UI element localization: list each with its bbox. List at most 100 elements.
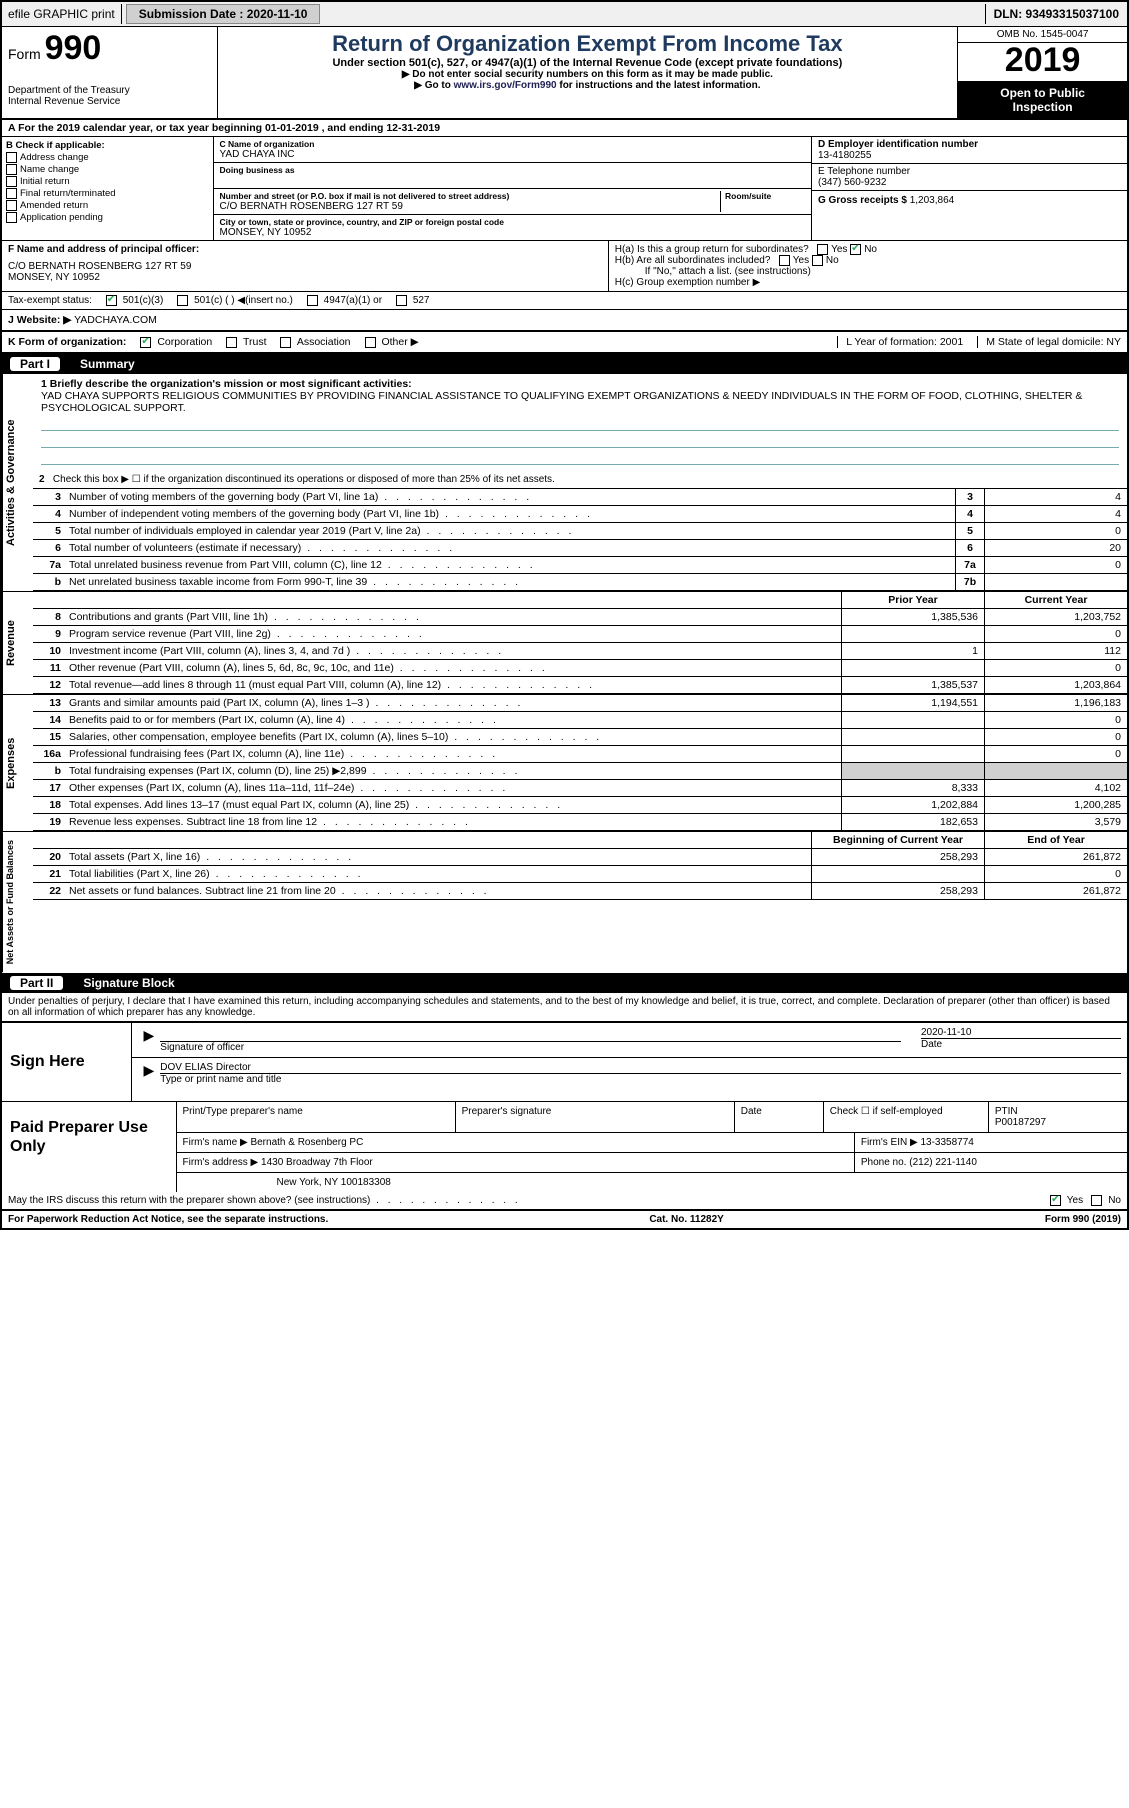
firm-ein-label: Firm's EIN ▶ — [861, 1137, 918, 1148]
part-1-num: Part I — [10, 357, 60, 371]
e-label: E Telephone number — [818, 166, 1121, 177]
form-number: 990 — [45, 29, 102, 67]
org-name: YAD CHAYA INC — [220, 149, 806, 160]
footer-right: Form 990 (2019) — [1045, 1214, 1121, 1225]
sign-block: Sign Here ▶ Signature of officer 2020-11… — [2, 1021, 1127, 1101]
exempt-status: Tax-exempt status: 501(c)(3) 501(c) ( ) … — [2, 292, 1127, 310]
line-4: 4Number of independent voting members of… — [33, 506, 1127, 523]
row-a: A For the 2019 calendar year, or tax yea… — [2, 120, 1127, 137]
form-title: Return of Organization Exempt From Incom… — [224, 31, 952, 57]
box-b-header: B Check if applicable: — [6, 140, 209, 151]
preparer-block: Paid Preparer Use Only Print/Type prepar… — [2, 1101, 1127, 1192]
prep-print-label: Print/Type preparer's name — [177, 1102, 456, 1132]
line-3: 3Number of voting members of the governi… — [33, 489, 1127, 506]
date-label: Date — [921, 1039, 1121, 1050]
line-16a: 16aProfessional fundraising fees (Part I… — [33, 746, 1127, 763]
note-ssn: ▶ Do not enter social security numbers o… — [224, 69, 952, 80]
discuss-label: May the IRS discuss this return with the… — [8, 1195, 521, 1206]
side-balances: Net Assets or Fund Balances — [2, 832, 33, 972]
balances-section: Net Assets or Fund Balances Beginning of… — [2, 831, 1127, 972]
line-7a: 7aTotal unrelated business revenue from … — [33, 557, 1127, 574]
room-label: Room/suite — [725, 191, 805, 201]
firm-addr-label: Firm's address ▶ — [183, 1157, 259, 1168]
brief-label: 1 Briefly describe the organization's mi… — [41, 378, 1119, 390]
chk-amended[interactable]: Amended return — [6, 200, 209, 211]
officer: C/O BERNATH ROSENBERG 127 RT 59 MONSEY, … — [8, 261, 602, 283]
tax-year: 2019 — [958, 43, 1127, 82]
line-12: 12Total revenue—add lines 8 through 11 (… — [33, 677, 1127, 694]
firm-ein: 13-3358774 — [920, 1137, 973, 1148]
line-6: 6Total number of volunteers (estimate if… — [33, 540, 1127, 557]
officer-name: DOV ELIAS Director — [160, 1062, 1121, 1074]
dba-label: Doing business as — [220, 165, 806, 175]
gross-receipts: 1,203,864 — [910, 195, 955, 206]
side-revenue: Revenue — [2, 592, 33, 694]
sig-officer-label: Signature of officer — [160, 1042, 901, 1053]
org-address: C/O BERNATH ROSENBERG 127 RT 59 — [220, 201, 721, 212]
revenue-section: Revenue Prior Year Current Year 8Contrib… — [2, 591, 1127, 694]
ptin-value: P00187297 — [995, 1117, 1121, 1128]
chk-name[interactable]: Name change — [6, 164, 209, 175]
name-label: Type or print name and title — [160, 1074, 1121, 1085]
line-19: 19Revenue less expenses. Subtract line 1… — [33, 814, 1127, 831]
f-label: F Name and address of principal officer: — [8, 244, 602, 255]
phone-label: Phone no. — [861, 1157, 907, 1168]
firm-addr1: 1430 Broadway 7th Floor — [261, 1157, 373, 1168]
irs-link[interactable]: www.irs.gov/Form990 — [454, 80, 557, 91]
website: YADCHAYA.COM — [74, 314, 157, 326]
exempt-label: Tax-exempt status: — [8, 295, 92, 306]
header-left: Form 990 Department of the Treasury Inte… — [2, 27, 218, 118]
efile-label: efile GRAPHIC print — [2, 4, 122, 24]
sign-date: 2020-11-10 — [921, 1027, 1121, 1039]
d-label: D Employer identification number — [818, 139, 1121, 150]
chk-final[interactable]: Final return/terminated — [6, 188, 209, 199]
prep-check: Check ☐ if self-employed — [824, 1102, 989, 1132]
end-year-label: End of Year — [984, 832, 1127, 848]
line-b: bTotal fundraising expenses (Part IX, co… — [33, 763, 1127, 780]
prep-phone: (212) 221-1140 — [909, 1157, 977, 1168]
firm-addr2: New York, NY 100183308 — [177, 1173, 1128, 1192]
chk-pending[interactable]: Application pending — [6, 212, 209, 223]
activities-section: Activities & Governance 1 Briefly descri… — [2, 374, 1127, 591]
note-link: ▶ Go to www.irs.gov/Form990 for instruct… — [224, 80, 952, 91]
chk-address[interactable]: Address change — [6, 152, 209, 163]
c-name-label: C Name of organization — [220, 139, 806, 149]
submission-date[interactable]: Submission Date : 2020-11-10 — [126, 4, 321, 24]
discuss-row: May the IRS discuss this return with the… — [2, 1192, 1127, 1210]
section-bcdefg: B Check if applicable: Address change Na… — [2, 137, 1127, 241]
box-h: H(a) Is this a group return for subordin… — [609, 241, 1127, 291]
ptin-label: PTIN — [995, 1106, 1121, 1117]
dln: DLN: 93493315037100 — [985, 4, 1127, 24]
part-1-title: Summary — [80, 357, 135, 371]
prior-year-label: Prior Year — [841, 592, 984, 608]
part-2-num: Part II — [10, 976, 63, 990]
hc-label: H(c) Group exemption number ▶ — [615, 277, 1121, 288]
j-label: J Website: ▶ — [8, 314, 71, 326]
org-city: MONSEY, NY 10952 — [220, 227, 806, 238]
line-22: 22Net assets or fund balances. Subtract … — [33, 883, 1127, 900]
ein: 13-4180255 — [818, 150, 1121, 161]
balances-header: Beginning of Current Year End of Year — [33, 832, 1127, 849]
prep-sig-label: Preparer's signature — [456, 1102, 735, 1132]
form-subtitle: Under section 501(c), 527, or 4947(a)(1)… — [224, 57, 952, 69]
footer-left: For Paperwork Reduction Act Notice, see … — [8, 1214, 328, 1225]
firm-name-label: Firm's name ▶ — [183, 1137, 248, 1148]
row-f-h: F Name and address of principal officer:… — [2, 241, 1127, 292]
addr-label: Number and street (or P.O. box if mail i… — [220, 191, 721, 201]
row-k: K Form of organization: Corporation Trus… — [2, 332, 1127, 354]
prep-date-label: Date — [735, 1102, 824, 1132]
phone: (347) 560-9232 — [818, 177, 1121, 188]
part-2-header: Part II Signature Block — [2, 973, 1127, 993]
line-9: 9Program service revenue (Part VIII, lin… — [33, 626, 1127, 643]
chk-initial[interactable]: Initial return — [6, 176, 209, 187]
header-right: OMB No. 1545-0047 2019 Open to Public In… — [957, 27, 1127, 118]
line-b: bNet unrelated business taxable income f… — [33, 574, 1127, 591]
line-1: 1 Briefly describe the organization's mi… — [33, 374, 1127, 471]
irs-label: Internal Revenue Service — [8, 96, 211, 107]
line-15: 15Salaries, other compensation, employee… — [33, 729, 1127, 746]
city-label: City or town, state or province, country… — [220, 217, 806, 227]
box-c: C Name of organization YAD CHAYA INC Doi… — [214, 137, 813, 240]
firm-name: Bernath & Rosenberg PC — [250, 1137, 363, 1148]
line-8: 8Contributions and grants (Part VIII, li… — [33, 609, 1127, 626]
year-header: Prior Year Current Year — [33, 592, 1127, 609]
